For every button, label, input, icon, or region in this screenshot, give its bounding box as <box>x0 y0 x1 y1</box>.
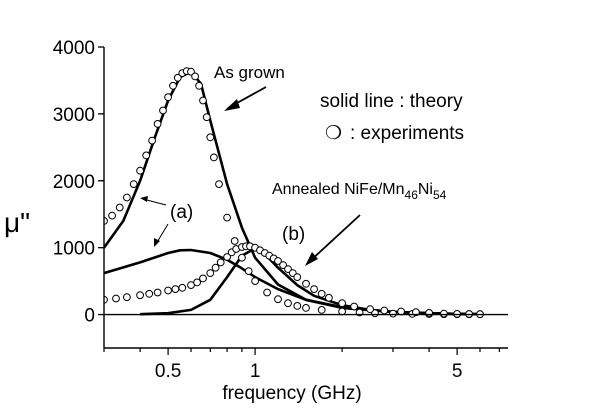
data-point <box>136 291 145 300</box>
data-point <box>199 274 207 283</box>
data-point <box>230 237 239 245</box>
data-point <box>108 211 116 220</box>
data-point <box>380 306 389 315</box>
data-point <box>244 267 253 276</box>
data-point <box>164 93 173 102</box>
arrow-annealed-head <box>305 252 318 266</box>
data-point <box>216 258 225 267</box>
data-point <box>142 151 151 160</box>
arrow-a-lower-head <box>154 238 160 247</box>
data-point <box>425 309 434 317</box>
data-point <box>206 269 215 278</box>
data-point <box>412 308 420 317</box>
legend-marker-icon: ❍ <box>325 123 342 144</box>
data-point <box>310 285 319 294</box>
arrow-annealed <box>308 214 361 263</box>
data-point <box>338 307 347 316</box>
y-tick-label: 4000 <box>53 38 95 59</box>
data-point <box>178 283 187 292</box>
data-point <box>193 278 202 287</box>
legend-theory: solid line : theory <box>320 91 463 112</box>
theory-line-2 <box>104 248 481 316</box>
legend-experiments: : experiments <box>350 123 464 144</box>
data-point <box>145 289 154 298</box>
annealed-sub1: 46 <box>405 188 419 202</box>
data-point <box>195 81 204 90</box>
data-point <box>293 273 302 282</box>
data-point <box>211 263 220 272</box>
data-point <box>223 253 232 261</box>
data-point <box>366 305 375 314</box>
label-a: (a) <box>170 202 193 223</box>
x-tick-label: 0.5 <box>155 361 181 382</box>
data-point <box>123 293 131 302</box>
data-point <box>223 213 232 222</box>
data-point <box>199 96 207 105</box>
data-point <box>389 309 397 318</box>
data-point <box>129 180 138 189</box>
annotation-as-grown: As grown <box>214 63 285 82</box>
data-point <box>202 113 211 122</box>
data-point <box>210 153 218 162</box>
y-tick-label: 0 <box>84 306 95 327</box>
data-point <box>251 277 260 286</box>
data-point <box>350 302 359 311</box>
x-axis-title: frequency (GHz) <box>222 383 361 404</box>
data-point <box>159 106 167 115</box>
data-point <box>191 72 200 81</box>
data-point <box>397 307 406 316</box>
annotation-annealed: Annealed NiFe/Mn46Ni54 <box>272 181 447 202</box>
data-point <box>104 295 108 304</box>
y-tick-label: 2000 <box>53 172 95 193</box>
data-point <box>317 306 326 314</box>
arrow-a-upper-head <box>140 196 148 202</box>
data-point <box>274 257 282 265</box>
data-point <box>153 120 162 128</box>
data-point <box>338 299 347 308</box>
data-point <box>136 166 145 175</box>
data-point <box>453 310 462 318</box>
data-point <box>104 217 108 225</box>
data-point <box>440 309 448 318</box>
annealed-mid: Ni <box>418 181 433 198</box>
data-point <box>173 73 182 82</box>
data-point <box>215 180 223 189</box>
experiment-series-5 <box>104 242 484 319</box>
data-point <box>123 193 131 202</box>
data-point <box>263 288 272 297</box>
data-point <box>164 286 173 295</box>
data-point <box>238 253 246 262</box>
theory-line-3 <box>140 247 481 316</box>
axes <box>103 47 508 349</box>
y-tick-label: 3000 <box>53 105 95 126</box>
data-point <box>153 288 162 297</box>
data-point <box>171 285 180 294</box>
data-point <box>317 289 326 298</box>
data-point <box>302 279 310 288</box>
data-point <box>115 203 124 212</box>
x-tick-label: 5 <box>452 361 463 382</box>
y-tick-label: 1000 <box>53 239 95 260</box>
ticks: 0 1000 2000 3000 4000 0.5 1 5 <box>53 38 500 382</box>
data-point <box>206 133 215 142</box>
data-point <box>279 261 288 270</box>
arrow-as-grown-head <box>224 99 240 111</box>
annealed-prefix: Annealed NiFe/Mn <box>272 181 405 198</box>
annealed-sub2: 54 <box>433 188 447 202</box>
data-point <box>274 295 282 304</box>
data-point <box>148 136 157 145</box>
label-b: (b) <box>282 224 305 245</box>
data-point <box>169 81 177 90</box>
y-axis-title: μ" <box>4 207 30 238</box>
data-point <box>112 294 120 303</box>
x-tick-label: 1 <box>250 361 261 382</box>
data-point <box>325 293 333 302</box>
data-point <box>302 304 310 312</box>
data-point <box>293 302 302 310</box>
data-point <box>284 299 292 308</box>
